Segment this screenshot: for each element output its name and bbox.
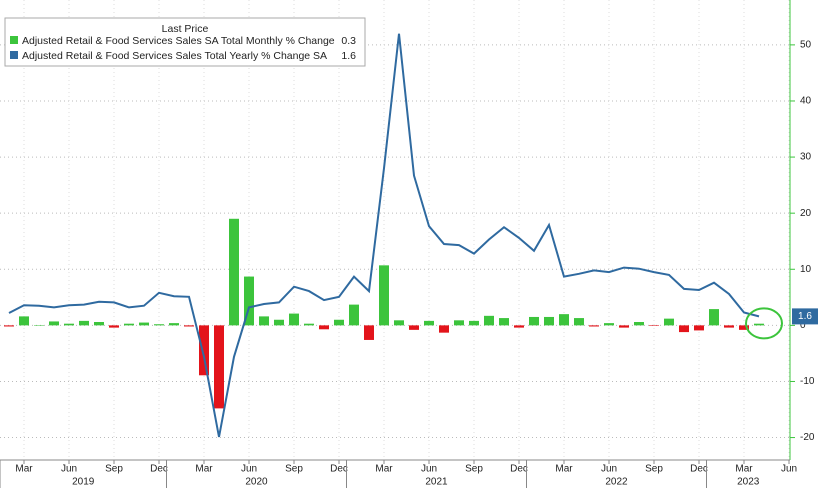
bar xyxy=(454,320,464,326)
bar xyxy=(409,325,419,330)
year-label: 2019 xyxy=(72,477,95,488)
bar xyxy=(499,318,509,326)
y-tick-label: 50 xyxy=(800,40,812,51)
legend-box xyxy=(4,17,366,67)
bar xyxy=(604,323,614,326)
bar xyxy=(139,322,149,326)
bar xyxy=(304,323,314,326)
bar xyxy=(514,325,524,328)
x-tick-label: Sep xyxy=(465,464,483,475)
bar xyxy=(259,316,269,326)
x-tick-label: Dec xyxy=(150,464,168,475)
x-tick-label: Sep xyxy=(645,464,663,475)
x-tick-label: Sep xyxy=(105,464,123,475)
bar xyxy=(319,325,329,330)
bar xyxy=(349,304,359,326)
bar xyxy=(694,325,704,331)
year-label: 2021 xyxy=(425,477,448,488)
legend-title: Last Price xyxy=(162,23,209,35)
bar xyxy=(739,325,749,330)
year-label: 2022 xyxy=(605,477,628,488)
bar xyxy=(229,218,239,326)
legend-swatch xyxy=(10,36,18,44)
line xyxy=(8,33,760,438)
bar xyxy=(754,323,764,326)
bar xyxy=(4,325,14,327)
bar xyxy=(109,325,119,328)
x-tick-label: Jun xyxy=(781,464,797,475)
bar xyxy=(274,319,284,326)
plot xyxy=(0,0,790,460)
bar xyxy=(589,325,599,327)
bar xyxy=(214,325,224,409)
bar xyxy=(169,323,179,326)
bar xyxy=(634,322,644,326)
bar xyxy=(94,322,104,326)
bar xyxy=(529,316,539,326)
legend-swatch xyxy=(10,51,18,59)
bar xyxy=(724,325,734,328)
bar xyxy=(244,276,254,326)
bar xyxy=(49,321,59,326)
legend-entry: Adjusted Retail & Food Services Sales SA… xyxy=(22,35,335,47)
x-tick-label: Sep xyxy=(285,464,303,475)
y-tick-label: 0 xyxy=(800,320,806,331)
x-tick-label: Mar xyxy=(735,464,753,475)
bar xyxy=(199,325,209,376)
x-tick-label: Mar xyxy=(555,464,573,475)
bar xyxy=(184,325,194,327)
x-tick-label: Jun xyxy=(241,464,257,475)
legend-value: 0.3 xyxy=(341,35,356,47)
y-tick-label: -10 xyxy=(800,376,815,387)
bar xyxy=(469,320,479,326)
y-tick-label: 10 xyxy=(800,264,812,275)
y-tick-label: 20 xyxy=(800,208,812,219)
bar xyxy=(379,265,389,326)
highlight-circle xyxy=(745,307,783,340)
x-tick-label: Mar xyxy=(375,464,393,475)
bar xyxy=(154,324,164,326)
x-tick-label: Mar xyxy=(195,464,213,475)
bar xyxy=(334,319,344,326)
bar xyxy=(79,320,89,326)
y-tick-label: -20 xyxy=(800,432,815,443)
legend-value: 1.6 xyxy=(341,50,356,62)
x-tick-label: Dec xyxy=(330,464,348,475)
x-tick-label: Mar xyxy=(15,464,33,475)
bar xyxy=(559,314,569,326)
x-tick-label: Dec xyxy=(690,464,708,475)
last-value-tag xyxy=(792,308,818,325)
bar xyxy=(709,309,719,326)
legend-entry: Adjusted Retail & Food Services Sales To… xyxy=(22,50,327,62)
bar xyxy=(664,318,674,326)
bar xyxy=(64,323,74,326)
bar xyxy=(544,316,554,326)
bar xyxy=(364,325,374,340)
bar xyxy=(439,325,449,333)
legend: Last Price Adjusted Retail & Food Servic… xyxy=(4,17,366,67)
bar xyxy=(649,325,659,326)
y-tick-label: 40 xyxy=(800,96,812,107)
bar xyxy=(424,320,434,326)
x-tick-label: Jun xyxy=(421,464,437,475)
bar xyxy=(574,318,584,326)
x-tick-label: Jun xyxy=(61,464,77,475)
bar xyxy=(34,325,44,326)
bar xyxy=(484,315,494,326)
y-tick-label: 30 xyxy=(800,152,812,163)
bar xyxy=(619,325,629,328)
year-label: 2020 xyxy=(245,477,268,488)
bar xyxy=(19,316,29,326)
bar xyxy=(679,325,689,333)
bar xyxy=(394,320,404,326)
x-tick-label: Jun xyxy=(601,464,617,475)
x-tick-label: Dec xyxy=(510,464,528,475)
bar xyxy=(124,323,134,326)
last-value-label: 1.6 xyxy=(798,311,812,322)
year-label: 2023 xyxy=(737,477,760,488)
bar xyxy=(289,313,299,326)
